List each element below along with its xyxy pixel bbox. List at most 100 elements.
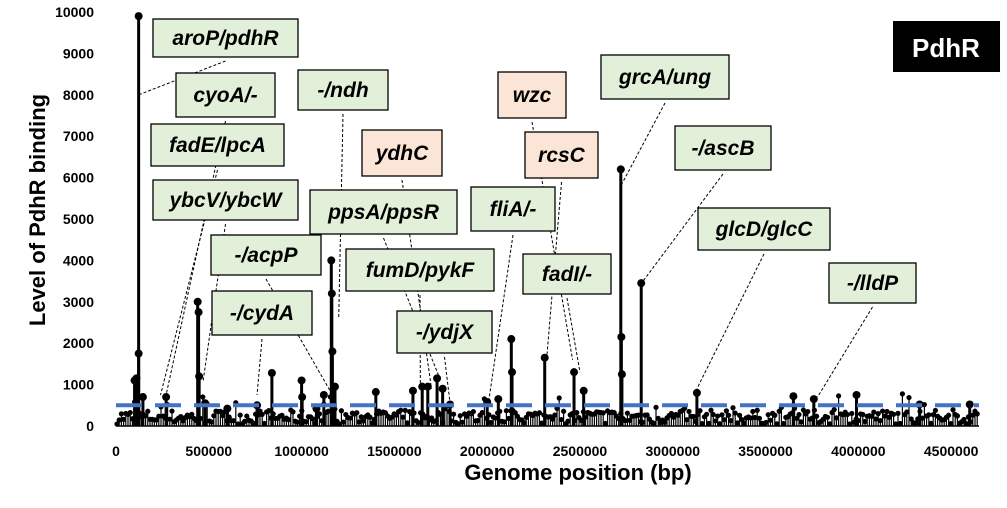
y-tick-label: 3000 [63, 294, 94, 310]
peak-point [193, 297, 202, 306]
noise-dot [266, 408, 272, 414]
leader-line [444, 356, 451, 404]
noise-dot [310, 416, 316, 422]
noise-dot [825, 414, 831, 420]
gene-label: glcD/glcC [715, 218, 814, 241]
y-tick-label: 4000 [63, 252, 94, 268]
leader-line [817, 306, 873, 398]
x-tick-label: 0 [112, 443, 120, 459]
noise-dot [774, 421, 780, 427]
noise-dot [360, 418, 366, 424]
noise-dot [908, 416, 914, 422]
noise-dot [715, 413, 721, 419]
noise-dot [279, 412, 285, 418]
noise-dot [750, 408, 756, 415]
noise-dot [893, 421, 899, 427]
noise-dot [169, 408, 175, 414]
gene-label-box [211, 290, 313, 336]
peak-point [579, 386, 588, 395]
noise-dot [550, 416, 556, 422]
gene-annotation: rcsC [524, 131, 599, 360]
noise-dot [488, 419, 494, 426]
noise-dot [869, 413, 875, 419]
noise-dot [451, 411, 457, 417]
noise-dot [539, 420, 545, 426]
noise-dot [882, 413, 888, 419]
leader-line [165, 120, 226, 396]
noise-dot [704, 411, 710, 417]
noise-dot [398, 407, 404, 413]
noise-dot [717, 421, 723, 427]
noise-dot [765, 412, 771, 418]
gene-label: ppsA/ppsR [327, 201, 440, 224]
noise-dot [741, 420, 747, 426]
noise-dot [708, 407, 714, 413]
pdhr-badge: PdhR [893, 21, 1000, 72]
noise-dot [347, 415, 353, 421]
noise-dot [946, 412, 952, 418]
gene-label: -/lldP [847, 272, 899, 295]
gene-label: ybcV/ybcW [168, 189, 283, 212]
gene-label: fadE/lpcA [169, 134, 266, 157]
noise-dot [754, 407, 760, 413]
noise-dot [354, 410, 360, 416]
gene-label: grcA/ung [618, 66, 711, 89]
noise-dot [470, 408, 476, 415]
noise-dot [404, 420, 410, 426]
noise-dot [662, 419, 668, 425]
peak-point [692, 388, 701, 397]
gene-label: fumD/pykF [366, 259, 476, 282]
noise-dot [836, 393, 842, 399]
x-tick-label: 1500000 [367, 443, 422, 459]
gene-annotation: grcA/ung [600, 54, 730, 187]
noise-dot [167, 416, 173, 422]
noise-dot [827, 421, 833, 427]
noise-dot [712, 418, 719, 424]
gene-label-box [152, 18, 299, 58]
noise-dot [849, 410, 855, 417]
gene-label-box [396, 310, 493, 354]
y-tick-label: 7000 [63, 128, 94, 144]
noise-dot [961, 416, 967, 423]
noise-dot [565, 418, 571, 424]
noise-dot [635, 412, 642, 418]
peak-point [433, 374, 442, 383]
peak-point [319, 390, 328, 399]
gene-label-box [470, 186, 556, 232]
gene-annotation: fliA/- [470, 186, 556, 400]
noise-dot [356, 419, 362, 425]
gene-label: cyoA/- [193, 84, 257, 107]
peak-point [418, 382, 427, 391]
gene-annotation: ppsA/ppsR [309, 189, 458, 377]
gene-label-box [152, 179, 299, 221]
gene-label: wzc [513, 84, 552, 107]
noise-dot [796, 411, 802, 418]
baseline-noise-peaks [114, 391, 980, 427]
noise-dot [336, 421, 342, 427]
gene-annotation: fumD/pykF [345, 248, 495, 389]
peak-point [134, 349, 143, 358]
noise-dot [875, 411, 881, 417]
noise-dot [794, 415, 800, 421]
noise-dot [833, 415, 840, 421]
gene-annotation: fadI/- [522, 253, 612, 373]
noise-dot [684, 417, 690, 423]
y-tick-label: 5000 [63, 211, 94, 227]
noise-dot [644, 412, 650, 418]
leader-line [642, 173, 724, 282]
noise-dot [624, 410, 631, 416]
noise-dot [651, 420, 657, 426]
gene-annotation: fadE/lpcA [150, 123, 285, 396]
leader-line [696, 253, 765, 389]
noise-dot [862, 418, 868, 425]
peak-point [328, 347, 337, 356]
noise-dot [503, 408, 509, 414]
gene-label: fliA/- [490, 198, 537, 221]
noise-dot [690, 413, 697, 420]
noise-dot [259, 411, 265, 417]
peak-point [162, 393, 171, 402]
noise-dot [926, 412, 932, 418]
noise-dot [627, 417, 633, 424]
noise-dot [723, 408, 730, 414]
noise-dot [400, 414, 406, 420]
